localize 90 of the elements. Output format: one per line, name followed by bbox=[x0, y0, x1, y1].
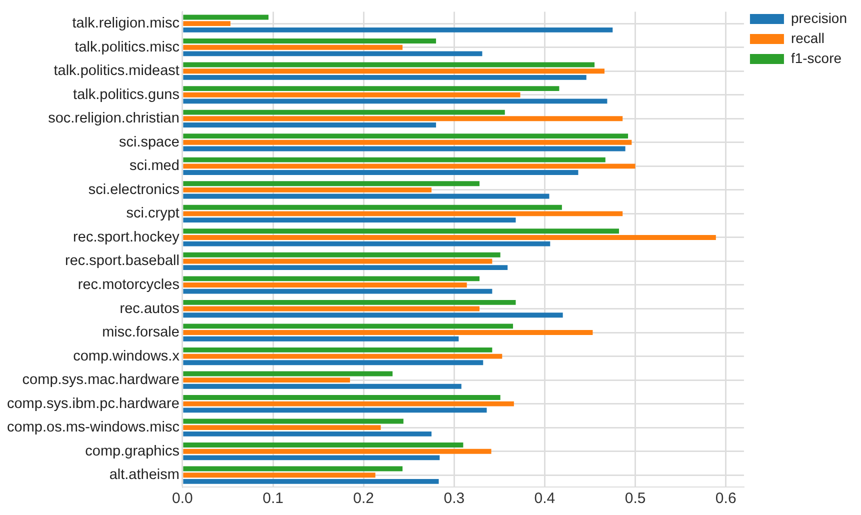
y-tick-label: comp.os.ms-windows.misc bbox=[7, 420, 180, 436]
bar bbox=[183, 455, 440, 460]
bar bbox=[183, 324, 514, 329]
bar bbox=[183, 466, 403, 472]
bar bbox=[183, 146, 626, 152]
bar bbox=[183, 228, 619, 234]
bar bbox=[183, 378, 350, 383]
y-tick-label: sci.space bbox=[118, 134, 180, 150]
y-tick-label: comp.sys.mac.hardware bbox=[22, 372, 180, 388]
bar bbox=[183, 395, 500, 400]
y-tick-label: comp.sys.ibm.pc.hardware bbox=[6, 396, 180, 412]
bar bbox=[183, 27, 613, 32]
bar bbox=[183, 62, 595, 68]
bar bbox=[183, 21, 230, 26]
y-tick-label: talk.politics.mideast bbox=[54, 63, 180, 80]
bar bbox=[183, 14, 268, 20]
legend-label: f1-score bbox=[790, 50, 842, 66]
bar bbox=[183, 347, 492, 352]
bar bbox=[183, 157, 606, 162]
bar bbox=[183, 336, 459, 342]
bar bbox=[183, 122, 436, 128]
y-tick-label: soc.religion.christian bbox=[48, 110, 180, 127]
x-tick-label: 0.4 bbox=[534, 490, 556, 508]
x-tick-label: 0.3 bbox=[444, 490, 465, 508]
bar bbox=[183, 38, 436, 44]
bar bbox=[183, 312, 563, 318]
bar bbox=[183, 401, 514, 406]
bar bbox=[183, 265, 508, 270]
bar bbox=[183, 384, 462, 389]
bar bbox=[183, 181, 480, 186]
bar bbox=[183, 116, 623, 122]
bar bbox=[183, 472, 376, 478]
bar bbox=[183, 234, 716, 240]
bar bbox=[183, 134, 628, 139]
bar bbox=[183, 276, 480, 282]
bar bbox=[183, 74, 586, 80]
bar bbox=[183, 300, 516, 305]
x-tick-label: 0.0 bbox=[172, 490, 193, 508]
legend-label: precision bbox=[790, 10, 848, 26]
bar bbox=[183, 204, 562, 210]
y-tick-label: sci.med bbox=[129, 158, 180, 174]
bar bbox=[183, 431, 432, 436]
bar bbox=[183, 98, 608, 104]
x-tick-label: 0.1 bbox=[262, 490, 284, 508]
bar bbox=[183, 258, 492, 264]
bar bbox=[183, 241, 550, 246]
y-tick-label: comp.graphics bbox=[85, 443, 180, 460]
bar bbox=[183, 140, 632, 145]
y-tick-label: comp.windows.x bbox=[73, 348, 180, 364]
bar bbox=[183, 282, 467, 288]
bar bbox=[183, 425, 381, 430]
y-tick-label: sci.electronics bbox=[88, 182, 180, 198]
bar bbox=[183, 44, 403, 50]
bar bbox=[183, 211, 623, 216]
bar bbox=[183, 354, 502, 359]
y-tick-label: rec.sport.baseball bbox=[64, 253, 180, 270]
y-tick-label: talk.politics.guns bbox=[73, 86, 180, 103]
bar bbox=[183, 194, 550, 199]
bar bbox=[183, 371, 393, 376]
bar bbox=[183, 187, 432, 192]
bar bbox=[183, 408, 487, 413]
x-tick-label: 0.5 bbox=[624, 490, 646, 508]
x-tick-label: 0.6 bbox=[715, 490, 736, 508]
bar bbox=[183, 68, 604, 74]
bar bbox=[183, 448, 492, 454]
bar bbox=[183, 252, 500, 258]
legend-label: recall bbox=[790, 30, 824, 46]
bar bbox=[183, 330, 593, 335]
y-tick-label: talk.religion.misc bbox=[72, 16, 180, 32]
bar bbox=[183, 306, 480, 312]
y-tick-label: rec.autos bbox=[120, 300, 180, 317]
bar bbox=[183, 288, 492, 294]
bar bbox=[183, 110, 505, 115]
bar bbox=[183, 218, 516, 223]
y-tick-label: misc.forsale bbox=[102, 324, 180, 341]
y-tick-label: rec.sport.hockey bbox=[73, 229, 180, 246]
y-tick-label: sci.crypt bbox=[126, 206, 180, 222]
bar bbox=[183, 164, 636, 169]
y-tick-label: alt.atheism bbox=[109, 467, 180, 484]
bar bbox=[183, 478, 439, 484]
y-tick-label: rec.motorcycles bbox=[78, 276, 180, 293]
y-tick-label: talk.politics.misc bbox=[74, 39, 180, 56]
bar bbox=[183, 442, 464, 448]
bar bbox=[183, 418, 404, 424]
bar bbox=[183, 51, 482, 56]
bar bbox=[183, 170, 578, 175]
bar bbox=[183, 92, 520, 98]
x-tick-label: 0.2 bbox=[353, 490, 374, 508]
bar bbox=[183, 360, 484, 366]
bar bbox=[183, 86, 560, 92]
